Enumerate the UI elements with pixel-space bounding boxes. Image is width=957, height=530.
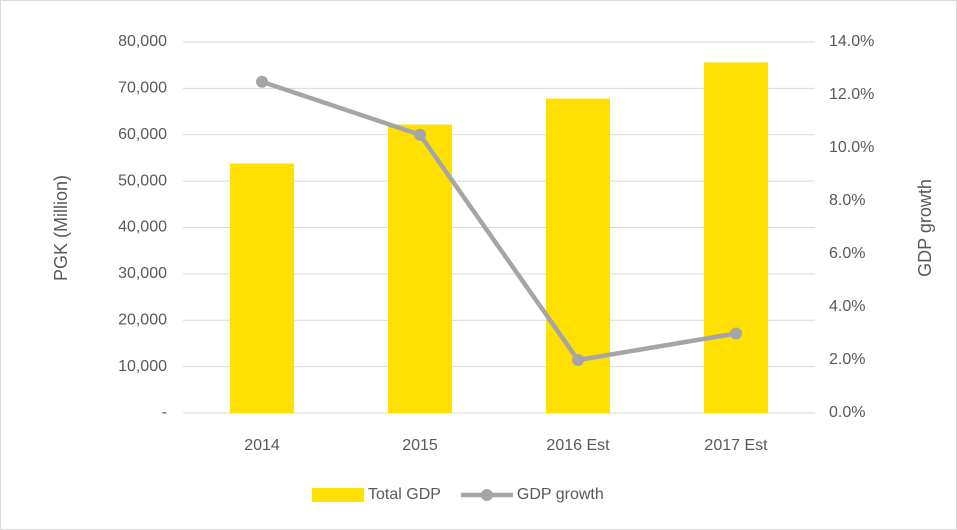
line-marker bbox=[730, 327, 742, 340]
line-marker bbox=[414, 128, 426, 141]
y2-tick-label: 6.0% bbox=[829, 245, 865, 262]
y-tick-label: 60,000 bbox=[118, 126, 167, 143]
legend-marker bbox=[480, 489, 493, 501]
y-tick-label: - bbox=[162, 404, 167, 421]
y2-axis-title: GDP growth bbox=[915, 179, 935, 277]
x-tick-label: 2016 Est bbox=[546, 437, 610, 454]
x-tick-label: 2014 bbox=[244, 437, 280, 454]
y2-tick-label: 2.0% bbox=[829, 351, 865, 368]
y-tick-label: 10,000 bbox=[118, 358, 167, 375]
x-tick-label: 2017 Est bbox=[704, 437, 768, 454]
bar bbox=[230, 163, 294, 413]
y2-tick-label: 14.0% bbox=[829, 33, 874, 50]
y2-tick-label: 8.0% bbox=[829, 192, 865, 209]
y2-tick-label: 12.0% bbox=[829, 86, 874, 103]
y-tick-label: 70,000 bbox=[118, 80, 167, 97]
bar bbox=[704, 62, 768, 413]
legend-swatch bbox=[312, 488, 364, 502]
y-tick-label: 40,000 bbox=[118, 219, 167, 236]
y-tick-label: 20,000 bbox=[118, 311, 167, 328]
y2-tick-label: 10.0% bbox=[829, 139, 874, 156]
y-axis-title: PGK (Million) bbox=[51, 175, 71, 281]
y-tick-label: 50,000 bbox=[118, 172, 167, 189]
y-tick-label: 30,000 bbox=[118, 265, 167, 282]
bar bbox=[388, 124, 452, 414]
legend-label: Total GDP bbox=[368, 486, 441, 503]
line-marker bbox=[256, 75, 268, 88]
line-marker bbox=[572, 354, 584, 366]
y-tick-label: 80,000 bbox=[118, 33, 167, 50]
x-tick-label: 2015 bbox=[402, 437, 438, 454]
y2-tick-label: 4.0% bbox=[829, 298, 865, 315]
legend-label: GDP growth bbox=[517, 486, 604, 503]
line bbox=[261, 79, 737, 363]
y2-tick-label: 0.0% bbox=[829, 404, 865, 421]
